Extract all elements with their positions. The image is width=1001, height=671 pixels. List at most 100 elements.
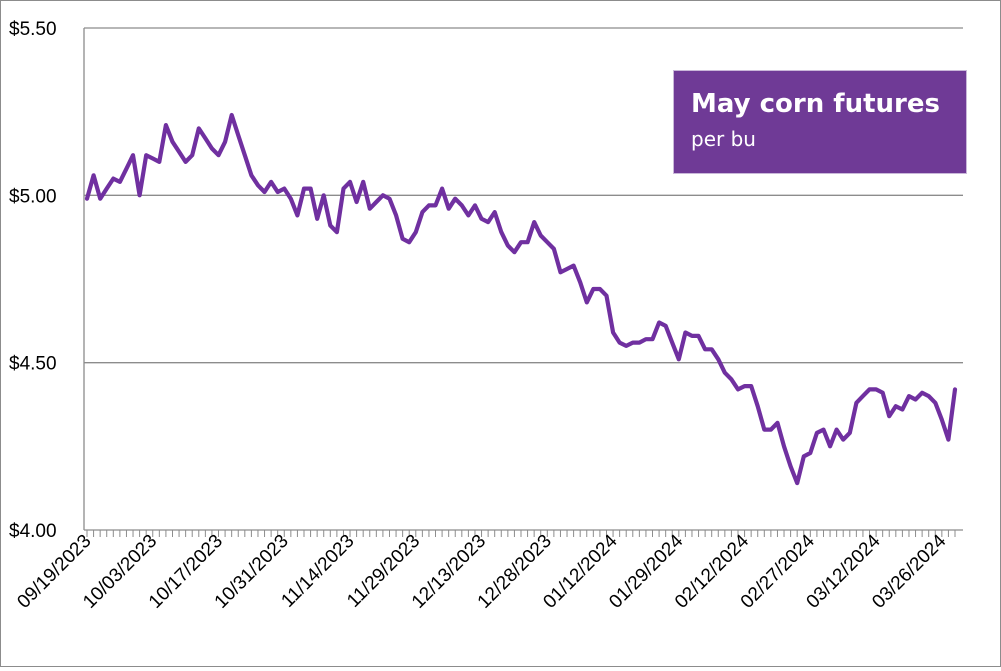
data-point — [249, 173, 253, 177]
data-point — [861, 394, 865, 398]
data-point — [493, 210, 497, 214]
data-point — [348, 180, 352, 184]
data-point — [775, 421, 779, 425]
data-point — [644, 337, 648, 341]
data-point — [624, 344, 628, 348]
data-point — [697, 334, 701, 338]
data-point — [539, 233, 543, 237]
data-point — [683, 331, 687, 335]
data-point — [716, 357, 720, 361]
data-point — [526, 240, 530, 244]
y-tick-label: $4.00 — [9, 521, 57, 542]
data-point — [572, 264, 576, 268]
data-point — [920, 391, 924, 395]
y-tick-labels: $4.00 $4.50 $5.00 $5.50 — [9, 19, 57, 542]
data-point — [808, 451, 812, 455]
data-point — [131, 153, 135, 157]
data-point — [940, 418, 944, 422]
data-point — [440, 187, 444, 191]
data-point — [499, 230, 503, 234]
data-point — [289, 197, 293, 201]
gridlines — [84, 27, 963, 364]
data-point — [690, 334, 694, 338]
data-point — [894, 404, 898, 408]
y-tick-label: $4.50 — [9, 354, 57, 375]
data-point — [821, 428, 825, 432]
data-point — [651, 337, 655, 341]
data-point — [637, 341, 641, 345]
data-point — [394, 213, 398, 217]
chart-subtitle: per bu — [691, 127, 756, 151]
data-point — [381, 193, 385, 197]
data-point — [144, 153, 148, 157]
data-point — [282, 187, 286, 191]
data-point — [210, 146, 214, 150]
data-point — [907, 394, 911, 398]
series-line-may-corn-futures — [84, 112, 958, 486]
data-point — [295, 213, 299, 217]
data-point — [355, 200, 359, 204]
data-point — [420, 210, 424, 214]
data-point — [276, 190, 280, 194]
chart-title: May corn futures — [691, 89, 940, 119]
data-point — [414, 230, 418, 234]
data-point — [466, 213, 470, 217]
data-point — [309, 187, 313, 191]
data-point — [729, 377, 733, 381]
data-point — [565, 267, 569, 271]
data-point — [427, 203, 431, 207]
data-point — [841, 438, 845, 442]
data-point — [387, 197, 391, 201]
y-tick-label: $5.00 — [9, 186, 57, 207]
data-point — [657, 321, 661, 325]
data-point — [933, 401, 937, 405]
data-point — [591, 287, 595, 291]
data-point — [151, 157, 155, 161]
data-point — [447, 207, 451, 211]
data-point — [789, 464, 793, 468]
data-point — [618, 341, 622, 345]
data-point — [532, 220, 536, 224]
data-point — [710, 347, 714, 351]
data-point — [756, 404, 760, 408]
data-point — [631, 341, 635, 345]
data-point — [828, 444, 832, 448]
data-point — [723, 371, 727, 375]
data-point — [434, 203, 438, 207]
data-point — [197, 126, 201, 130]
data-point — [263, 190, 267, 194]
data-point — [328, 223, 332, 227]
data-point — [92, 173, 96, 177]
data-point — [322, 193, 326, 197]
data-point — [703, 347, 707, 351]
data-point — [512, 250, 516, 254]
data-point — [480, 217, 484, 221]
legend-box: May corn futures per bu — [673, 70, 967, 174]
data-point — [177, 150, 181, 154]
data-point — [124, 167, 128, 171]
data-point — [874, 387, 878, 391]
data-point — [848, 431, 852, 435]
data-point — [598, 287, 602, 291]
data-point — [407, 240, 411, 244]
data-point — [98, 197, 102, 201]
data-point — [157, 160, 161, 164]
x-tick-labels: 09/19/202310/03/202310/17/202310/31/2023… — [13, 530, 950, 612]
data-point — [585, 300, 589, 304]
data-point — [519, 240, 523, 244]
data-point — [802, 454, 806, 458]
data-point — [946, 438, 950, 442]
data-point — [361, 180, 365, 184]
data-point — [217, 153, 221, 157]
data-point — [335, 230, 339, 234]
data-point — [223, 140, 227, 144]
data-point — [453, 197, 457, 201]
data-point — [170, 140, 174, 144]
data-point — [545, 240, 549, 244]
data-point — [677, 357, 681, 361]
series-layer — [84, 112, 958, 486]
data-point — [138, 193, 142, 197]
data-point — [190, 153, 194, 157]
data-point — [230, 113, 234, 117]
